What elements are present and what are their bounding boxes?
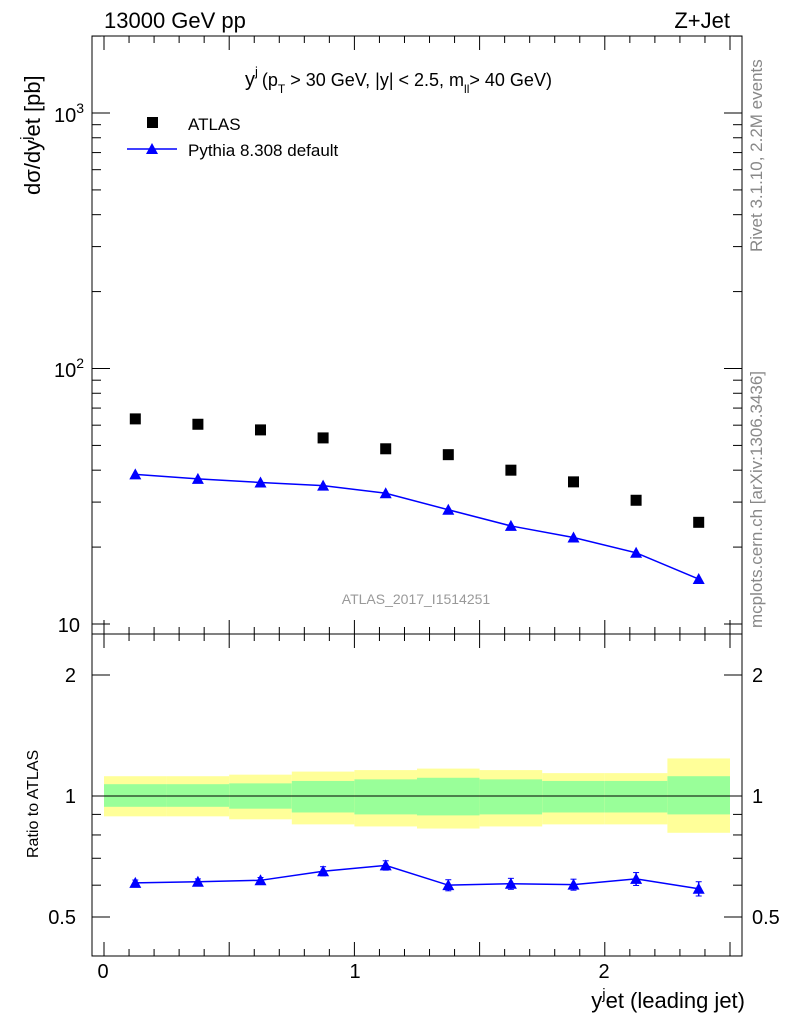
ratio-ytick-label-0.5: 0.5 — [48, 907, 76, 929]
rivet-version-label: Rivet 3.1.10, 2.2M events — [747, 59, 766, 252]
ylabel-post: et [pb] — [20, 75, 45, 136]
ratio-frame — [91, 633, 743, 957]
atlas-point — [129, 413, 141, 425]
title-mid: > 30 GeV, |y| < 2.5, m — [285, 70, 464, 90]
ratio-pythia-point — [567, 878, 580, 890]
ratio-bands — [92, 758, 742, 833]
ytick-1000-exp: 3 — [76, 100, 84, 116]
ylabel-sup: j — [18, 136, 35, 140]
title-y: y — [245, 69, 255, 91]
stat-uncertainty-band — [291, 780, 355, 813]
stat-uncertainty-band — [542, 780, 605, 813]
legend-atlas-marker — [147, 117, 158, 128]
pythia-point — [630, 546, 643, 558]
xlabel-post: et (leading jet) — [606, 988, 745, 1013]
title-open: (p — [262, 70, 278, 90]
process-label: Z+Jet — [674, 8, 730, 33]
stat-uncertainty-band — [166, 784, 230, 807]
ratio-ytick-label-1: 1 — [65, 786, 76, 808]
pythia-point — [379, 487, 392, 499]
ratio-pythia-point — [129, 876, 142, 888]
ratio-panel: 2 1 0.5 2 1 0.5 Ratio to ATLAS 0 1 2 yje… — [25, 633, 780, 1013]
xtick-label-1: 1 — [349, 961, 360, 983]
main-series-layer — [129, 413, 705, 585]
ratio-pythia-point — [379, 859, 392, 871]
ratio-pythia-point — [254, 874, 267, 886]
ytick-100-base: 10 — [54, 360, 76, 382]
ylabel-pre: dσ/dy — [20, 140, 45, 195]
ratio-ytick-label-1-right: 1 — [752, 786, 763, 808]
mcplots-label: mcplots.cern.ch [arXiv:1306.3436] — [747, 371, 766, 628]
ytick-1000-base: 10 — [54, 105, 76, 127]
ytick-label-100: 102 — [54, 355, 84, 382]
ratio-pythia-point — [317, 865, 330, 877]
legend: ATLAS Pythia 8.308 default — [127, 115, 339, 160]
ratio-pythia-point — [630, 872, 643, 884]
legend-atlas-label: ATLAS — [188, 115, 241, 134]
stat-uncertainty-band — [104, 784, 167, 807]
x-axis-label: yjet (leading jet) — [591, 986, 745, 1013]
pythia-point — [129, 468, 142, 480]
main-panel: 103 102 10 dσ/dyjet [pb] yj (pT > 30 GeV,… — [18, 35, 743, 637]
atlas-point — [442, 449, 454, 461]
ratio-pythia-line — [135, 864, 699, 890]
pythia-point — [567, 531, 580, 543]
pythia-point — [317, 479, 330, 491]
atlas-point — [380, 443, 392, 455]
atlas-point — [505, 464, 517, 476]
x-ticks — [103, 634, 731, 956]
atlas-point — [255, 424, 266, 436]
ratio-pythia-point — [191, 875, 204, 887]
legend-pythia-label: Pythia 8.308 default — [188, 141, 339, 160]
main-y-ticks — [92, 35, 742, 634]
main-y-axis-label: dσ/dyjet [pb] — [18, 75, 45, 195]
atlas-point — [568, 476, 579, 488]
stat-uncertainty-band — [667, 776, 730, 815]
pythia-point — [692, 573, 705, 585]
title-j: j — [254, 64, 258, 79]
ratio-ytick-label-0.5-right: 0.5 — [752, 907, 780, 929]
atlas-point — [192, 418, 204, 430]
chart-title: yj (pT > 30 GeV, |y| < 2.5, mll> 40 GeV) — [245, 64, 552, 96]
energy-label: 13000 GeV pp — [104, 8, 246, 33]
ytick-label-1000: 103 — [54, 100, 84, 127]
ratio-y-axis-label: Ratio to ATLAS — [25, 750, 42, 858]
title-t: T — [278, 82, 286, 96]
stat-uncertainty-band — [354, 779, 417, 815]
pythia-line — [135, 473, 699, 580]
analysis-watermark: ATLAS_2017_I1514251 — [342, 591, 491, 607]
pythia-point — [504, 519, 517, 531]
ratio-series-layer — [129, 859, 705, 897]
ratio-pythia-point — [692, 882, 705, 894]
xlabel-pre: y — [591, 988, 602, 1013]
pythia-point — [191, 472, 204, 484]
ytick-label-10: 10 — [58, 615, 80, 637]
xtick-label-2: 2 — [598, 961, 609, 983]
ratio-pythia-point — [442, 879, 455, 891]
ratio-pythia-point — [504, 877, 517, 889]
ratio-ytick-label-2-right: 2 — [752, 665, 763, 687]
xlabel-sup: j — [601, 986, 605, 1003]
title-tail: > 40 GeV) — [469, 70, 552, 90]
stat-uncertainty-band — [604, 780, 668, 813]
pythia-point — [254, 476, 267, 488]
pythia-point — [442, 503, 455, 515]
atlas-point — [693, 516, 705, 528]
atlas-point — [317, 432, 329, 444]
legend-pythia-marker — [146, 143, 158, 154]
stat-uncertainty-band — [417, 777, 480, 816]
title-ll: ll — [464, 82, 469, 96]
stat-uncertainty-band — [479, 779, 543, 815]
atlas-point — [630, 494, 642, 506]
xtick-label-0: 0 — [97, 961, 108, 983]
ratio-y-ticks — [92, 674, 742, 957]
ratio-ytick-label-2: 2 — [65, 665, 76, 687]
ytick-100-exp: 2 — [76, 355, 84, 371]
